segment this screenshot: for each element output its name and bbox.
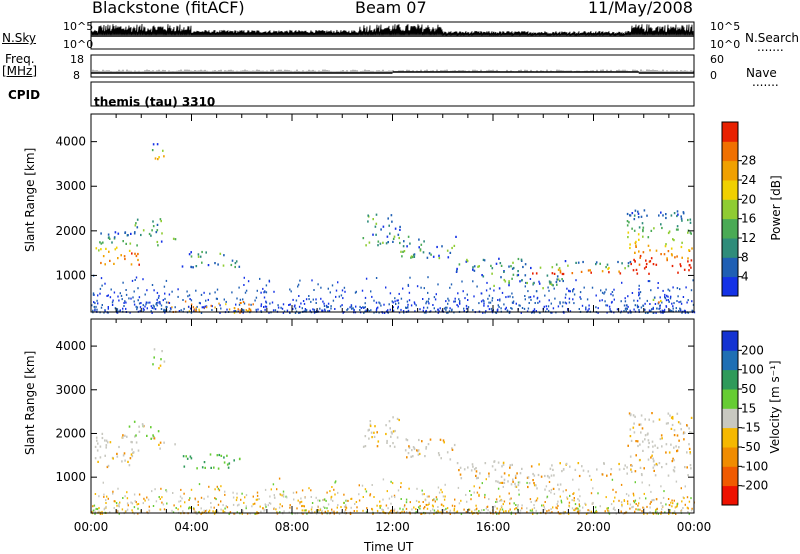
y-tick-label: 2000 (55, 426, 86, 440)
colorbar-tick-label: 24 (741, 173, 756, 187)
nsky-label: N.Sky (2, 31, 37, 45)
power-colorbar-segment (722, 218, 738, 239)
x-tick-label: 00:00 (74, 520, 109, 534)
date-title: 11/May/2008 (588, 0, 693, 17)
colorbar-tick-label: 8 (741, 250, 749, 264)
colorbar-tick-label: 12 (741, 231, 756, 245)
power-panel (90, 113, 695, 313)
velocity-colorbar-segment (722, 408, 738, 429)
colorbar-tick-label: 4 (741, 270, 749, 284)
velocity-colorbar-segment (722, 447, 738, 467)
x-tick-label: 00:00 (677, 520, 712, 534)
velocity-colorbar-segment (722, 466, 738, 487)
velocity-colorbar-label: Velocity [m s⁻¹] (768, 360, 782, 454)
power-colorbar-segment (722, 180, 738, 200)
power-colorbar-label: Power [dB] (769, 175, 783, 241)
velocity-colorbar-segment (722, 331, 738, 351)
nsearch-dots: ....... (757, 40, 784, 54)
nave-tick-top: 60 (710, 53, 724, 66)
x-tick-label: 12:00 (375, 520, 410, 534)
colorbar-tick-label: 15 (741, 401, 756, 415)
xaxis-title: Time UT (364, 540, 414, 554)
power-colorbar-segment (722, 257, 738, 278)
power-ylabel: Slant Range [km] (23, 147, 37, 252)
power-colorbar-segment (722, 122, 738, 142)
velocity-ylabel: Slant Range [km] (23, 350, 37, 455)
y-tick-label: 1000 (55, 470, 86, 484)
cpid-panel (90, 81, 695, 107)
nsky-tick-bottom: 10^0 (63, 38, 94, 51)
freq-panel (90, 54, 695, 78)
station-title: Blackstone (fitACF) (92, 0, 245, 17)
y-tick-label: 3000 (55, 179, 86, 193)
nave-label: Nave (746, 66, 777, 80)
y-tick-label: 4000 (55, 135, 86, 149)
freq-tick-top: 18 (70, 53, 84, 66)
colorbar-tick-label: 50 (741, 382, 756, 396)
mhz-label: [MHz] (2, 64, 38, 78)
colorbar-tick-label: 200 (741, 343, 764, 357)
colorbar-tick-label: -200 (741, 479, 768, 493)
colorbar-tick-label: 20 (741, 192, 756, 206)
y-tick-label: 2000 (55, 224, 86, 238)
velocity-colorbar (721, 330, 739, 506)
cpid-label: CPID (8, 88, 41, 102)
nsearch-tick-top: 10^5 (710, 20, 741, 33)
velocity-colorbar-segment (722, 389, 738, 409)
colorbar-tick-label: -100 (741, 459, 768, 473)
velocity-colorbar-segment (722, 485, 738, 506)
colorbar-tick-label: 100 (741, 363, 764, 377)
nsky-trace (90, 23, 694, 37)
nave-trace (90, 69, 694, 73)
power-colorbar (721, 121, 739, 297)
y-tick-label: 3000 (55, 383, 86, 397)
nsearch-tick-bottom: 10^0 (710, 38, 741, 51)
y-tick-label: 4000 (55, 339, 86, 353)
beam-title: Beam 07 (355, 0, 427, 17)
freq-label: Freq. (5, 52, 35, 66)
nave-dots: ....... (752, 75, 779, 89)
x-tick-label: 08:00 (275, 520, 310, 534)
x-tick-label: 20:00 (576, 520, 611, 534)
nave-tick-bottom: 0 (710, 69, 717, 82)
y-tick-label: 1000 (55, 268, 86, 282)
colorbar-tick-label: 28 (741, 154, 756, 168)
nsky-tick-top: 10^5 (63, 20, 94, 33)
power-colorbar-segment (722, 141, 738, 162)
freq-tick-bottom: 8 (73, 69, 80, 82)
colorbar-tick-label: -50 (741, 440, 761, 454)
colorbar-tick-label: -15 (741, 421, 761, 435)
x-tick-label: 04:00 (174, 520, 209, 534)
power-colorbar-segment (722, 238, 738, 258)
velocity-colorbar-segment (722, 427, 738, 448)
velocity-colorbar-segment (722, 350, 738, 371)
power-colorbar-segment (722, 276, 738, 297)
nsearch-label: N.Search (745, 31, 800, 45)
power-colorbar-segment (722, 160, 738, 181)
colorbar-tick-label: 16 (741, 212, 756, 226)
power-colorbar-segment (722, 199, 738, 220)
x-tick-label: 16:00 (476, 520, 511, 534)
velocity-colorbar-segment (722, 369, 738, 390)
